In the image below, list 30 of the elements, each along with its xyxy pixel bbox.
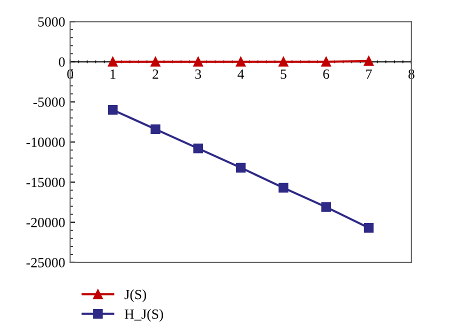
y-tick-label: 5000 — [38, 17, 65, 27]
point — [364, 223, 374, 233]
x-tick-label: 1 — [110, 70, 116, 79]
y-tick-label: -10000 — [26, 138, 65, 147]
x-tick-label: 2 — [152, 70, 158, 79]
point — [364, 56, 374, 66]
point — [150, 124, 160, 134]
point — [193, 144, 203, 154]
y-tick-label: -25000 — [26, 258, 65, 268]
x-tick-label: 4 — [238, 70, 244, 79]
point — [278, 56, 288, 67]
x-tick-label: 6 — [323, 70, 330, 79]
point — [150, 56, 160, 67]
legend-label: H_J(S) — [124, 309, 164, 322]
point — [236, 56, 246, 67]
point — [108, 105, 118, 115]
y-tick-label: 0 — [58, 57, 65, 67]
point — [321, 202, 331, 212]
y-tick-label: -5000 — [33, 97, 65, 107]
x-tick-label: 5 — [280, 70, 286, 79]
x-tick-label: 7 — [366, 70, 372, 79]
point — [278, 182, 288, 193]
x-tick-label: 3 — [195, 70, 202, 79]
y-tick-label: -15000 — [26, 178, 65, 188]
point — [236, 162, 246, 173]
legend-label: J(S) — [124, 289, 146, 302]
point — [193, 56, 203, 67]
point — [108, 56, 118, 67]
y-tick-label: -20000 — [26, 218, 65, 228]
point — [321, 56, 331, 67]
